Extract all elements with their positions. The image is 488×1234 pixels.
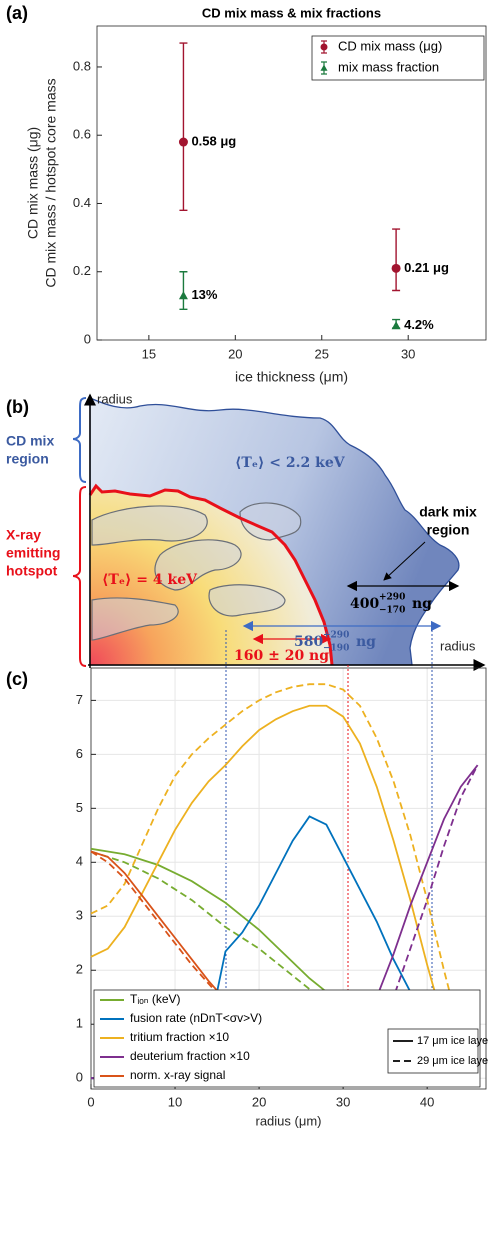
region-label: dark mix: [419, 504, 477, 520]
y-tick-label: 0: [76, 1070, 83, 1085]
y-tick-label: 1: [76, 1016, 83, 1031]
y-tick-label: 7: [76, 692, 83, 707]
x-tick-label: 40: [420, 1094, 434, 1109]
data-line: [90, 704, 479, 1077]
y-tick-label: 2: [76, 962, 83, 977]
legend-label: 29 μm ice layer: [417, 1055, 488, 1067]
brace: [72, 486, 87, 667]
y-tick-label: 0.8: [73, 58, 91, 73]
legend-box: [311, 35, 485, 81]
legend-label: deuterium fraction ×10: [130, 1049, 250, 1063]
error-bar: [392, 228, 401, 292]
y-tick-label: 0.4: [73, 195, 91, 210]
legend-marker: [320, 64, 328, 71]
data-line: [90, 683, 479, 1071]
y-tick-label: 0.6: [73, 127, 91, 142]
temperature-label: ⟨Tₑ⟩ < 2.2 keV: [235, 455, 346, 471]
x-tick-label: 0: [87, 1094, 94, 1109]
y-axis-label: CD mix mass (μg): [25, 127, 41, 239]
x-tick-label: 10: [168, 1094, 182, 1109]
mass-label: 580: [294, 634, 323, 650]
plot-box: [96, 25, 487, 341]
y-tick-label: 0: [84, 331, 91, 346]
mass-label: −170: [379, 606, 405, 616]
legend-label: tritium fraction ×10: [130, 1030, 229, 1044]
region-label: hotspot: [6, 563, 58, 579]
error-bar: [179, 42, 188, 212]
x-tick-label: 15: [142, 346, 156, 361]
x-tick-label: 25: [315, 346, 329, 361]
x-axis-label: ice thickness (μm): [235, 369, 348, 385]
y-tick-label: 0.2: [73, 263, 91, 278]
region-label: CD mix: [6, 433, 54, 449]
y-axis-label: CD mix mass / hotspot core mass: [43, 78, 59, 287]
mass-label: +290: [323, 631, 349, 641]
brace: [72, 397, 87, 483]
y-tick-label: 3: [76, 908, 83, 923]
legend-label: mix mass fraction: [338, 59, 439, 74]
hotspot-boundary: [88, 483, 334, 666]
value-label: 0.21 μg: [404, 260, 449, 275]
region-label: region: [427, 522, 470, 538]
value-label: 0.58 μg: [191, 133, 236, 148]
legend-label: fusion rate (nDnT<σv>V): [130, 1011, 262, 1025]
diagram: radius radius CD mix region X-ray emitti…: [6, 391, 486, 671]
marker: [178, 137, 188, 147]
mix-finger: [239, 502, 302, 541]
x-tick-label: 30: [401, 346, 415, 361]
legend-label: Tᵢₒₙ (keV): [130, 992, 181, 1006]
legend-box: [387, 1028, 479, 1074]
axis-label: radius: [440, 638, 476, 653]
marker: [391, 321, 401, 330]
mass-label: ng: [412, 596, 432, 612]
x-tick-label: 20: [228, 346, 242, 361]
panel-label: (a): [6, 3, 28, 23]
axis-label: radius: [97, 391, 133, 406]
panel-label: (c): [6, 669, 28, 689]
error-bar: [179, 271, 188, 310]
mass-label: 160 ± 20 ng: [234, 648, 329, 664]
legend-marker: [320, 43, 328, 51]
x-tick-label: 20: [252, 1094, 266, 1109]
mass-label: +290: [379, 593, 405, 603]
plot-box: [90, 667, 487, 1090]
mix-finger: [208, 584, 286, 617]
x-tick-label: 30: [336, 1094, 350, 1109]
value-label: 4.2%: [404, 317, 434, 332]
marker: [391, 263, 401, 273]
mass-label: ng: [356, 634, 376, 650]
value-label: 13%: [191, 287, 217, 302]
legend-label: 17 μm ice layer: [417, 1035, 488, 1047]
mass-label: 400: [350, 596, 379, 612]
legend-label: CD mix mass (μg): [338, 38, 442, 53]
mass-label: −190: [323, 644, 349, 654]
mix-finger: [91, 597, 179, 641]
y-tick-label: 6: [76, 746, 83, 761]
x-axis-label: radius (μm): [256, 1113, 322, 1128]
panel-label: (b): [6, 397, 29, 417]
y-tick-label: 4: [76, 854, 83, 869]
pointer-arrow: [383, 541, 426, 581]
mix-finger: [154, 539, 242, 591]
temperature-label: ⟨Tₑ⟩ = 4 keV: [102, 572, 198, 588]
mix-finger: [91, 505, 208, 546]
marker: [178, 291, 188, 300]
region-label: X-ray: [6, 527, 41, 543]
chart-title: CD mix mass & mix fractions: [202, 5, 381, 20]
y-tick-label: 5: [76, 800, 83, 815]
region-label: emitting: [6, 545, 60, 561]
legend-label: norm. x-ray signal: [130, 1068, 225, 1082]
region-label: region: [6, 451, 49, 467]
